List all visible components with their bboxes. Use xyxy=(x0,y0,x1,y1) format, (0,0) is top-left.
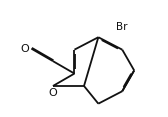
Text: Br: Br xyxy=(116,22,128,32)
Text: O: O xyxy=(49,88,57,98)
Text: O: O xyxy=(20,44,29,54)
